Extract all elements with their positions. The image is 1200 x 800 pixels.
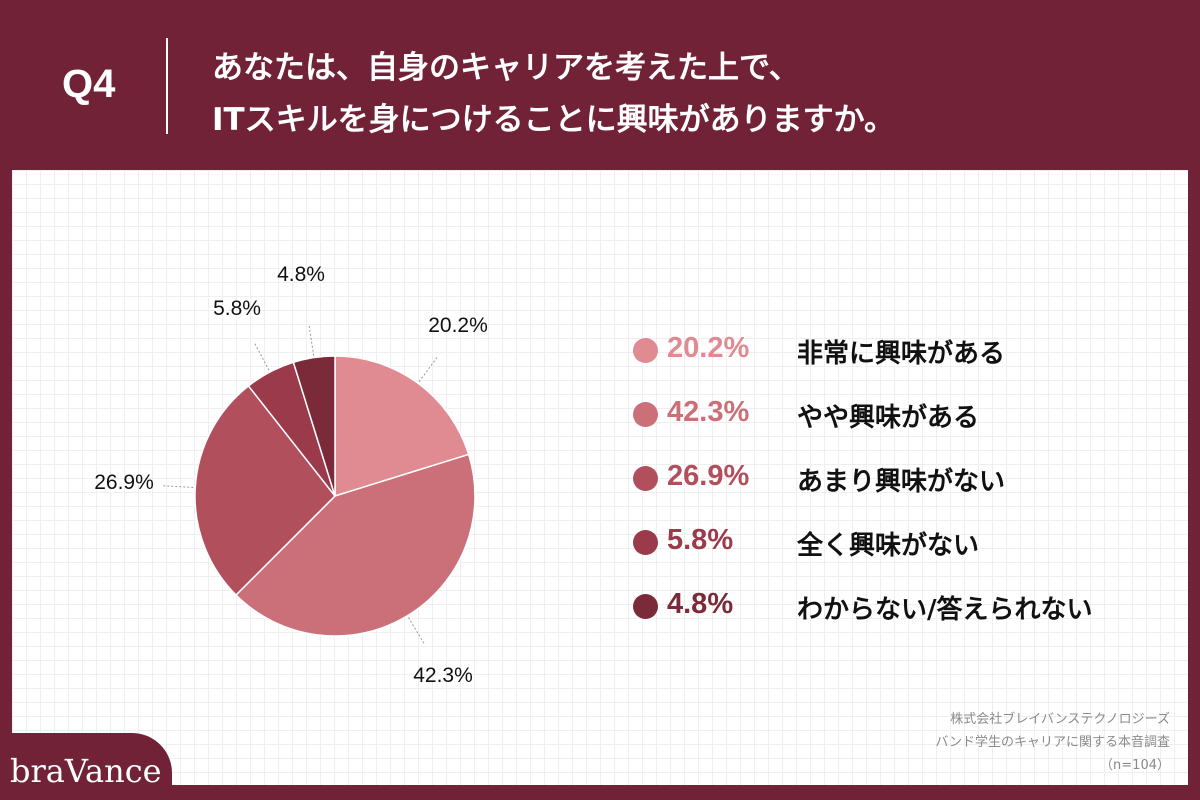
data-label-very-interested: 20.2% — [428, 314, 488, 337]
legend-percent: 4.8% — [667, 588, 734, 620]
legend-percent: 26.9% — [667, 460, 750, 492]
legend-item-not-very-interested: 26.9% あまり興味がない — [627, 458, 1167, 498]
leader-line-not-interested — [254, 343, 270, 371]
legend-dot — [633, 594, 658, 619]
leader-line-unsure — [308, 325, 315, 356]
legend-item-unsure: 4.8% わからない/答えられない — [627, 586, 1167, 626]
pie-slice-not-very-interested — [194, 384, 337, 597]
legend-dot — [633, 530, 658, 555]
question-line-1: あなたは、自身のキャリアを考えた上で、 — [212, 50, 800, 86]
legend-percent: 5.8% — [667, 524, 734, 556]
legend-item-not-interested: 5.8% 全く興味がない — [627, 522, 1167, 562]
legend-item-somewhat-interested: 42.3% やや興味がある — [627, 394, 1167, 434]
legend-dot — [633, 402, 658, 427]
question-number: Q4 — [62, 62, 116, 106]
leader-line-very-interested — [418, 357, 438, 382]
legend-label: 全く興味がない — [797, 531, 980, 561]
header-divider — [166, 38, 168, 134]
data-label-not-very-interested: 26.9% — [94, 471, 154, 494]
source-survey: バンド学生のキャリアに関する本音調査 — [935, 735, 1170, 750]
pie-slice-very-interested — [334, 355, 470, 498]
legend-dot — [633, 466, 658, 491]
legend-item-very-interested: 20.2% 非常に興味がある — [627, 330, 1167, 370]
legend-percent: 42.3% — [667, 396, 750, 428]
legend-label: やや興味がある — [797, 403, 980, 433]
legend-dot — [633, 338, 658, 363]
data-label-somewhat-interested: 42.3% — [413, 664, 473, 687]
brand-logo: braVance — [10, 752, 162, 790]
source-company: 株式会社ブレイバンステクノロジーズ — [950, 712, 1170, 727]
legend-label: わからない/答えられない — [797, 595, 1093, 625]
question-title: あなたは、自身のキャリアを考えた上で、 ITスキルを身につけることに興味がありま… — [212, 42, 895, 146]
data-label-unsure: 4.8% — [277, 263, 325, 286]
pie-slice-unsure — [292, 355, 336, 497]
leader-line-not-very-interested — [163, 485, 194, 489]
logo-tab — [0, 733, 172, 800]
legend-percent: 20.2% — [667, 332, 750, 364]
source-note: 株式会社ブレイバンステクノロジーズ バンド学生のキャリアに関する本音調査 （n=… — [935, 708, 1170, 777]
leader-line-somewhat-interested — [408, 617, 425, 644]
header: Q4 あなたは、自身のキャリアを考えた上で、 ITスキルを身につけることに興味が… — [0, 0, 1200, 170]
legend-label: 非常に興味がある — [797, 339, 1006, 369]
question-line-2: ITスキルを身につけることに興味がありますか。 — [212, 102, 896, 138]
source-sample-size: （n=104） — [1100, 758, 1170, 773]
pie-slice-somewhat-interested — [234, 453, 476, 637]
legend-label: あまり興味がない — [797, 467, 1006, 497]
data-label-not-interested: 5.8% — [213, 297, 261, 320]
